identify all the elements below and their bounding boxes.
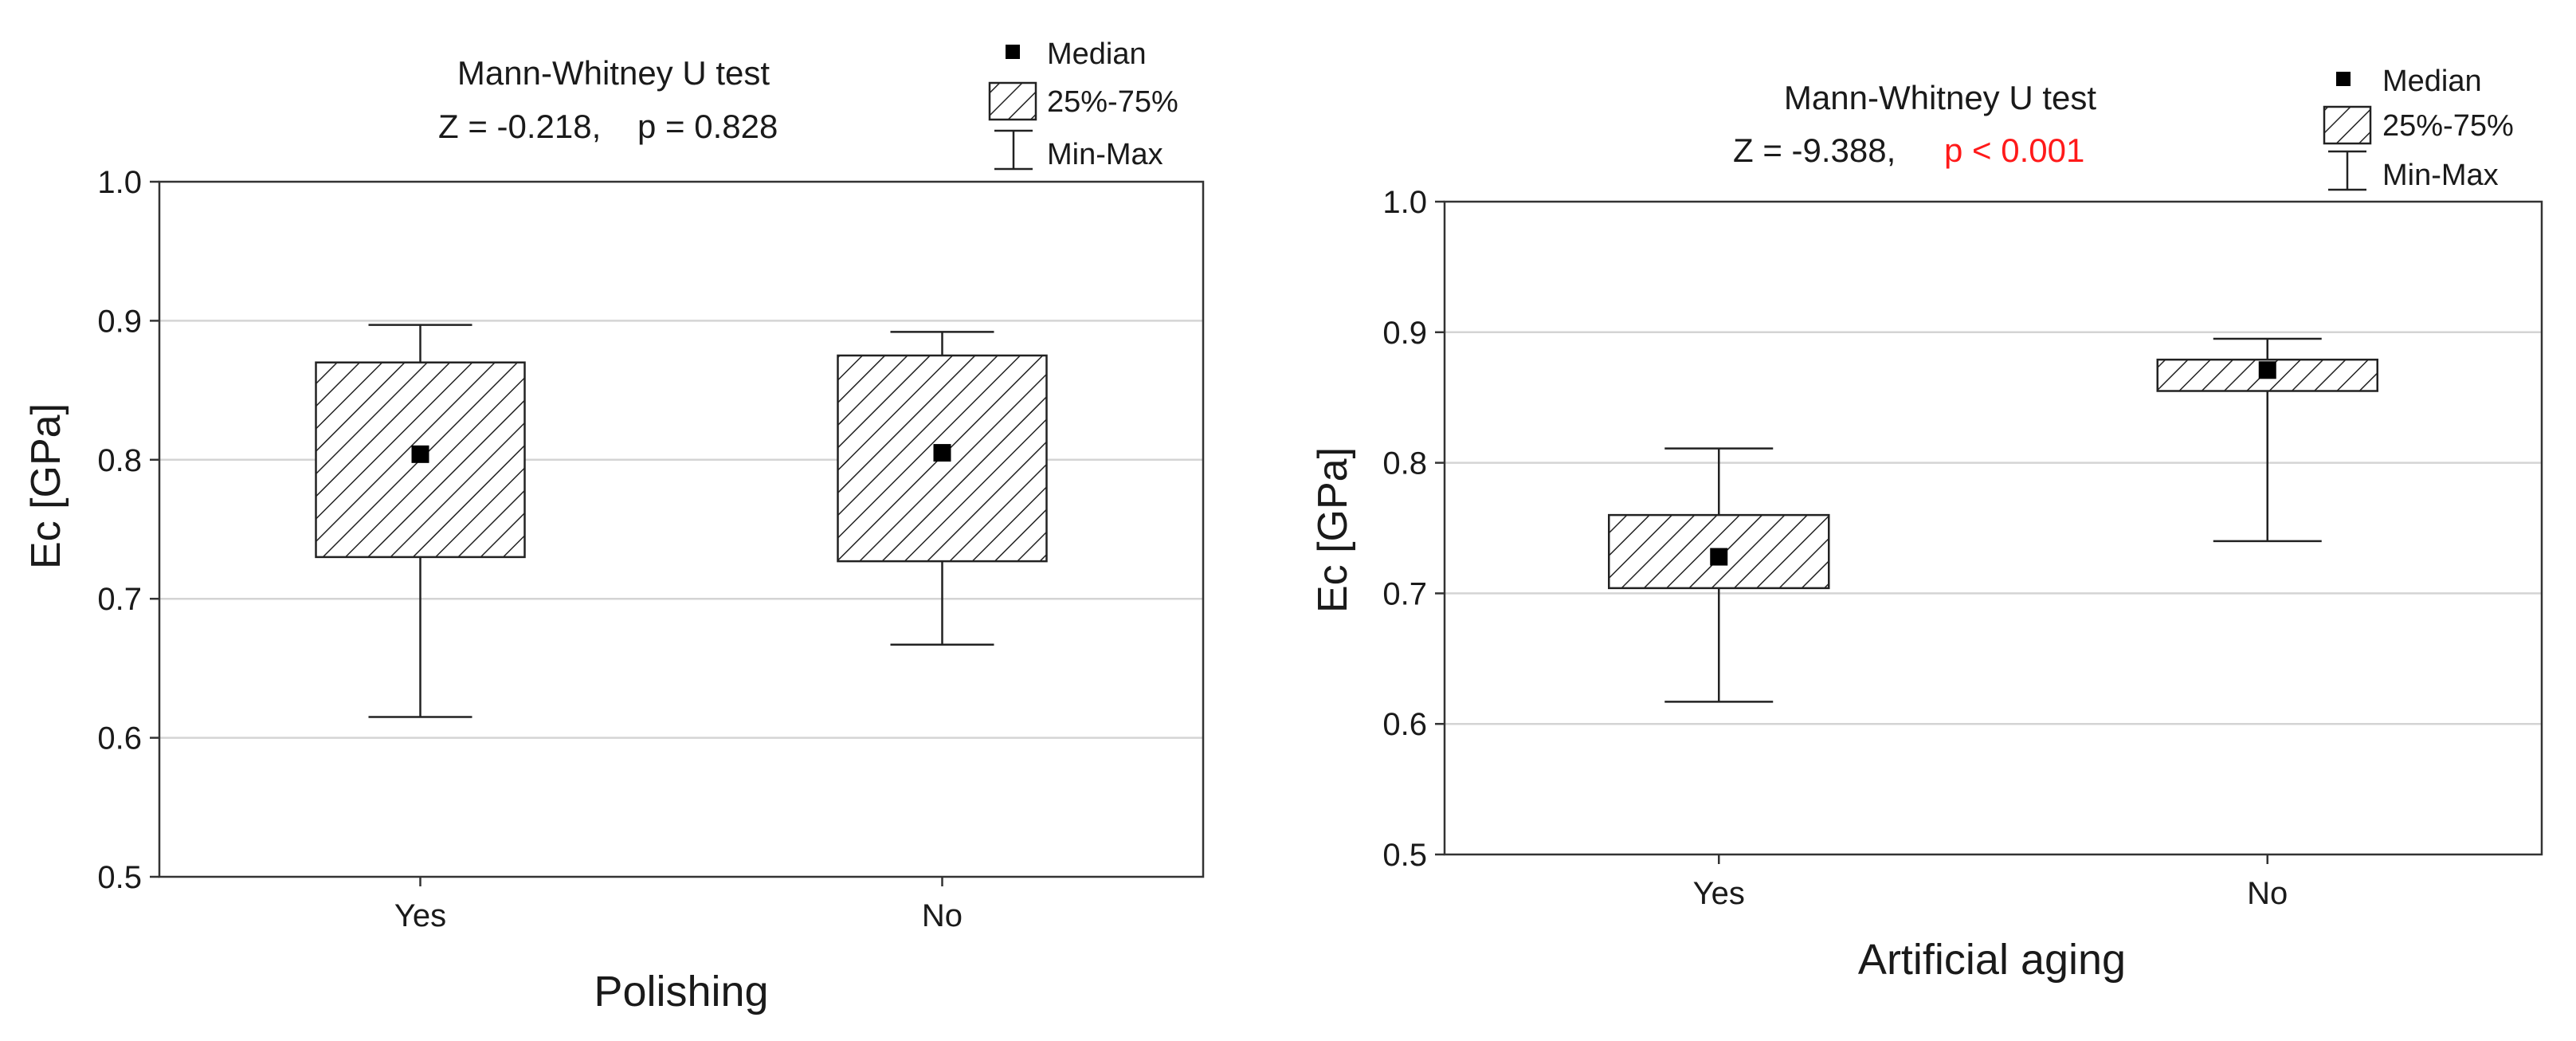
legend-median-label: Median — [2382, 65, 2482, 98]
plot-frame — [1443, 200, 2543, 856]
x-axis-label: Artificial aging — [1858, 936, 2126, 984]
y-tick-label: 0.6 — [1382, 707, 1427, 742]
legend-median-marker — [2336, 72, 2351, 86]
legend-box-label: 25%-75% — [2382, 109, 2514, 143]
y-tick-label: 0.7 — [1382, 576, 1427, 611]
p-value: p < 0.001 — [1944, 132, 2084, 169]
test-annotation: Mann-Whitney U test Z = -9.388, p < 0.00… — [1733, 79, 2096, 169]
box-no — [837, 331, 1048, 646]
x-tick-label: No — [2247, 876, 2288, 911]
legend-median-marker — [1006, 45, 1020, 59]
y-tick-label: 0.8 — [1382, 446, 1427, 481]
legend: Median 25%-75% Min-Max — [2323, 65, 2514, 192]
legend-whisker-label: Min-Max — [1047, 138, 1163, 171]
y-axis-ticks: 0.5 0.6 0.7 0.8 0.9 1.0 — [1382, 185, 1445, 873]
polishing-box-plot: 0.5 0.6 0.7 0.8 0.9 1.0 Yes No Ec [GPa] Polish… — [23, 37, 1205, 1015]
y-tick-label: 0.5 — [97, 860, 142, 895]
median-marker — [411, 445, 429, 463]
x-tick-label: Yes — [394, 898, 446, 933]
legend-whisker-symbol — [2328, 150, 2366, 191]
boxes — [315, 324, 1048, 718]
y-tick-label: 0.9 — [97, 304, 142, 339]
y-axis-label: Ec [GPa] — [1310, 447, 1356, 613]
box-yes — [315, 324, 526, 718]
y-tick-label: 0.7 — [97, 582, 142, 617]
box-yes — [1608, 447, 1830, 703]
box-no — [2156, 337, 2378, 543]
legend-box-swatch — [988, 81, 1037, 121]
median-marker — [1710, 548, 1728, 566]
y-tick-label: 0.8 — [97, 443, 142, 478]
legend-median-label: Median — [1047, 37, 1147, 71]
x-axis-label: Polishing — [594, 968, 768, 1015]
y-tick-label: 1.0 — [97, 165, 142, 200]
grid-lines — [1445, 331, 2542, 725]
median-marker — [2258, 361, 2276, 379]
artificial-aging-box-plot: 0.5 0.6 0.7 0.8 0.9 1.0 Yes No Ec [GPa] Artifi… — [1310, 65, 2543, 984]
test-title: Mann-Whitney U test — [457, 54, 770, 92]
x-axis-ticks: Yes No — [1693, 854, 2288, 911]
legend-whisker-symbol — [994, 129, 1033, 171]
legend: Median 25%-75% Min-Max — [988, 37, 1178, 171]
legend-box-label: 25%-75% — [1047, 85, 1178, 119]
boxes — [1608, 337, 2378, 703]
y-tick-label: 1.0 — [1382, 185, 1427, 220]
test-statistic: Z = -9.388, — [1733, 132, 1896, 169]
legend-whisker-label: Min-Max — [2382, 159, 2499, 192]
legend-box-swatch — [2323, 105, 2372, 145]
y-axis-ticks: 0.5 0.6 0.7 0.8 0.9 1.0 — [97, 165, 159, 895]
plot-frame — [158, 180, 1205, 878]
test-annotation: Mann-Whitney U test Z = -0.218, p = 0.82… — [438, 54, 778, 145]
x-axis-ticks: Yes No — [394, 877, 963, 933]
test-title: Mann-Whitney U test — [1784, 79, 2096, 116]
y-tick-label: 0.9 — [1382, 316, 1427, 351]
y-tick-label: 0.6 — [97, 721, 142, 756]
x-tick-label: No — [922, 898, 963, 933]
test-statistic: Z = -0.218, — [438, 108, 601, 145]
x-tick-label: Yes — [1693, 876, 1745, 911]
y-tick-label: 0.5 — [1382, 838, 1427, 873]
y-axis-label: Ec [GPa] — [23, 403, 69, 569]
p-value: p = 0.828 — [637, 108, 778, 145]
median-marker — [933, 444, 951, 462]
